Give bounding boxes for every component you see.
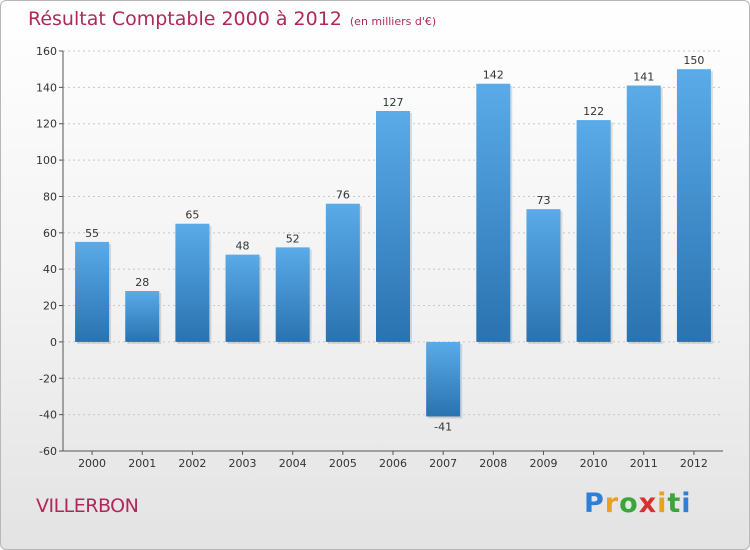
bar-2006 (376, 111, 410, 342)
data-label-2002: 65 (185, 209, 199, 222)
y-tick-label: 140 (36, 81, 57, 94)
data-label-2003: 48 (236, 240, 250, 253)
title-unit: (en milliers d'€) (349, 15, 437, 28)
x-tick-label: 2006 (379, 457, 407, 470)
x-tick-label: 2010 (580, 457, 608, 470)
logo-letter: x (638, 488, 658, 519)
y-tick-label: 0 (50, 336, 57, 349)
y-tick-label: 80 (43, 190, 57, 203)
x-tick-label: 2002 (178, 457, 206, 470)
x-tick-label: 2000 (78, 457, 106, 470)
data-label-2000: 55 (85, 227, 99, 240)
bar-2012 (676, 69, 711, 342)
data-label-2004: 52 (286, 232, 300, 245)
x-tick-label: 2012 (680, 457, 708, 470)
logo-letter: P (584, 488, 605, 519)
data-label-2006: 127 (383, 96, 404, 109)
data-label-2011: 141 (633, 71, 654, 84)
data-label-2008: 142 (483, 69, 504, 82)
bar-2011 (626, 85, 661, 342)
x-tick-label: 2008 (479, 457, 507, 470)
y-tick-label: 40 (43, 263, 57, 276)
x-tick-label: 2003 (229, 457, 257, 470)
logo-letter: r (604, 488, 620, 519)
chart-title: Résultat Comptable 2000 à 2012 (en millie… (28, 8, 436, 30)
y-tick-label: 100 (36, 154, 57, 167)
bar-2005 (325, 203, 360, 342)
data-label-2005: 76 (336, 189, 350, 202)
y-tick-label: -60 (39, 445, 57, 458)
data-label-2010: 122 (583, 105, 604, 118)
bar-2007 (426, 341, 461, 417)
data-label-2009: 73 (536, 194, 550, 207)
bar-2001 (125, 291, 160, 342)
town-name: VILLERBON (36, 495, 139, 517)
x-tick-label: 2007 (429, 457, 457, 470)
x-tick-label: 2005 (329, 457, 357, 470)
bar-2003 (225, 254, 260, 342)
logo-letter: t (667, 488, 682, 519)
logo-letter: o (619, 488, 639, 519)
bar-2000 (75, 241, 110, 342)
bar-2004 (275, 247, 310, 342)
x-tick-label: 2004 (279, 457, 307, 470)
bar-2010 (576, 120, 611, 342)
bar-2008 (476, 83, 511, 342)
proxiti-logo: Proxiti (584, 488, 692, 519)
y-tick-label: 120 (36, 118, 57, 131)
bar-2009 (526, 209, 561, 342)
x-tick-label: 2001 (128, 457, 156, 470)
y-tick-label: 20 (43, 300, 57, 313)
y-tick-label: 160 (36, 45, 57, 58)
title-text: Résultat Comptable 2000 à 2012 (28, 8, 342, 30)
bar-2002 (175, 223, 210, 342)
x-tick-label: 2011 (630, 457, 658, 470)
x-tick-label: 2009 (529, 457, 557, 470)
y-tick-label: -40 (39, 409, 57, 422)
logo-letter: i (657, 488, 668, 519)
data-label-2007: -41 (434, 420, 452, 433)
y-tick-label: -20 (39, 372, 57, 385)
y-tick-label: 60 (43, 227, 57, 240)
logo-letter: i (681, 488, 692, 519)
data-label-2001: 28 (135, 276, 149, 289)
data-label-2012: 150 (683, 54, 704, 67)
